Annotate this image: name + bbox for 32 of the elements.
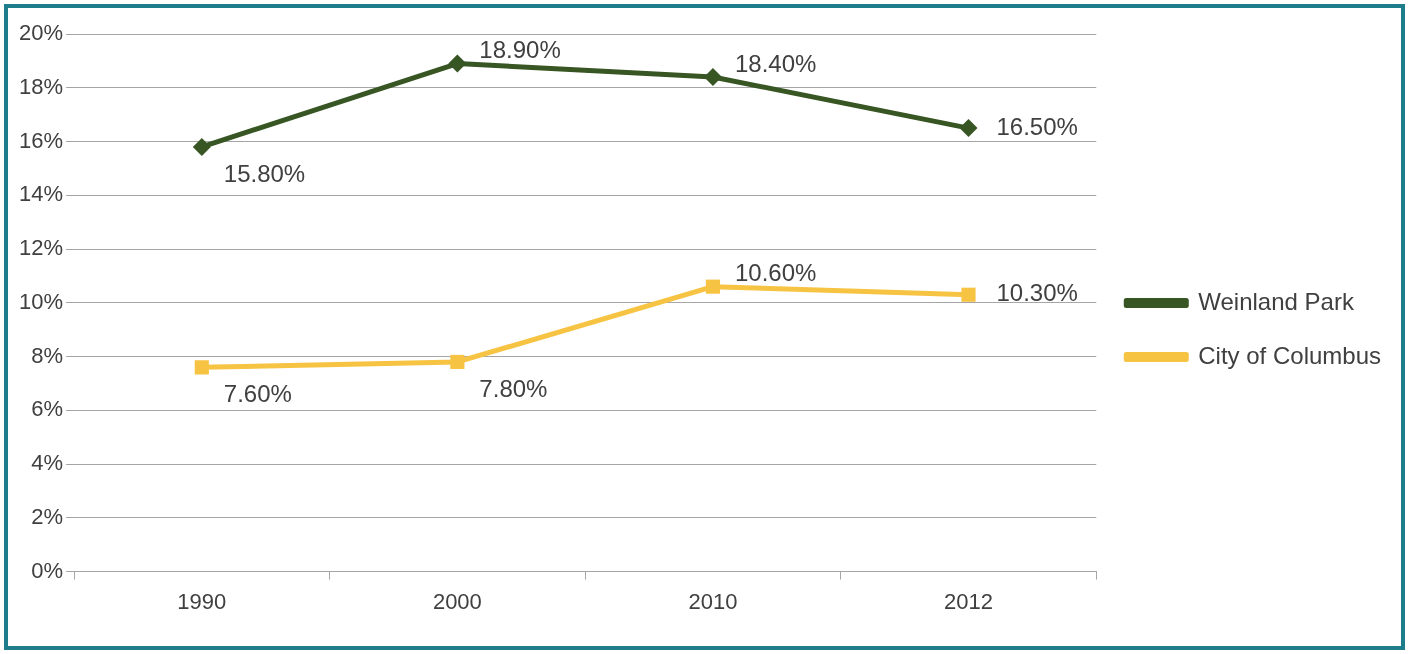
x-tick-label: 1990	[177, 588, 227, 614]
data-label: 18.40%	[734, 49, 817, 77]
point	[448, 54, 467, 73]
y-tick-label: 4%	[31, 450, 64, 476]
point	[705, 279, 720, 294]
point	[959, 119, 978, 138]
y-tick-label: 16%	[18, 127, 64, 153]
y-tick-label: 20%	[18, 20, 64, 46]
point	[194, 360, 209, 375]
y-tick-label: 10%	[18, 288, 64, 314]
legend-label: Weinland Park	[1198, 287, 1355, 315]
y-tick-label: 18%	[18, 73, 64, 99]
data-label: 18.90%	[479, 36, 561, 64]
x-tick-label: 2010	[688, 588, 738, 614]
point	[961, 287, 976, 302]
data-label: 7.60%	[223, 379, 292, 407]
point	[450, 354, 465, 370]
y-tick-label: 8%	[31, 342, 64, 368]
data-label: 15.80%	[223, 159, 306, 187]
data-label: 7.80%	[479, 374, 548, 402]
x-tick-label: 2000	[432, 588, 482, 614]
y-tick-label: 12%	[18, 235, 64, 261]
y-tick-label: 6%	[31, 396, 64, 422]
data-label: 10.30%	[996, 279, 1078, 307]
y-tick-label: 2%	[31, 503, 64, 529]
point	[192, 137, 211, 156]
y-tick-label: 0%	[31, 557, 64, 583]
x-tick-label: 2012	[944, 588, 993, 614]
legend-label: City of Columbus	[1198, 341, 1381, 369]
data-label: 16.50%	[996, 112, 1078, 140]
y-tick-label: 14%	[18, 181, 64, 207]
data-label: 10.60%	[734, 259, 817, 287]
